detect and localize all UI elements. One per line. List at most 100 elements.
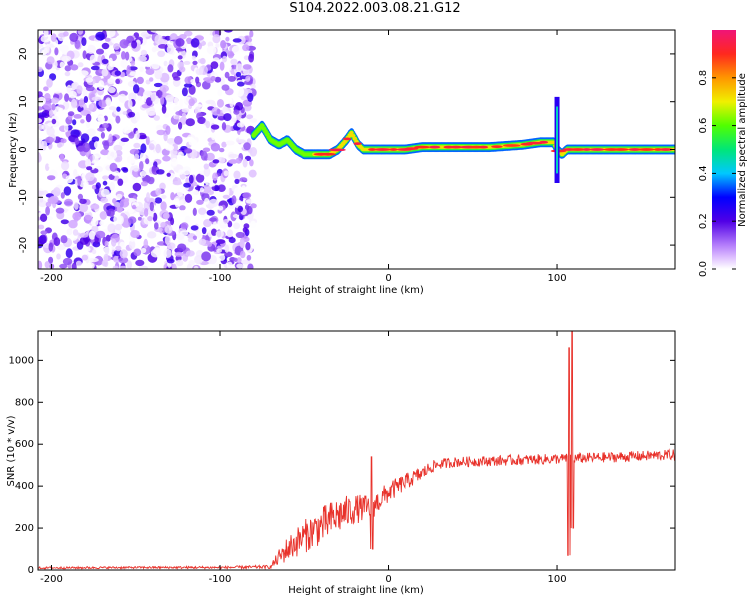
noise-speckle bbox=[224, 30, 233, 33]
noise-speckle bbox=[122, 111, 128, 115]
noise-speckle bbox=[73, 114, 82, 119]
noise-speckle bbox=[174, 251, 184, 257]
noise-speckle bbox=[159, 72, 170, 83]
noise-speckle bbox=[66, 209, 74, 217]
trace-peak bbox=[628, 148, 642, 151]
noise-speckle bbox=[46, 78, 53, 88]
trace-peak bbox=[526, 141, 544, 145]
noise-speckle bbox=[99, 220, 104, 226]
noise-speckle bbox=[199, 187, 205, 193]
noise-speckle bbox=[178, 169, 184, 175]
noise-speckle bbox=[149, 77, 154, 82]
noise-speckle bbox=[107, 223, 116, 233]
noise-speckle bbox=[102, 122, 109, 129]
noise-speckle bbox=[91, 184, 97, 190]
noise-speckle bbox=[194, 255, 203, 265]
trace-peak bbox=[342, 137, 352, 141]
noise-speckle bbox=[106, 155, 113, 160]
noise-speckle bbox=[175, 259, 184, 267]
noise-speckle bbox=[79, 203, 89, 213]
noise-speckle bbox=[180, 230, 189, 237]
noise-speckle bbox=[105, 97, 112, 106]
noise-speckle bbox=[64, 65, 72, 72]
noise-speckle bbox=[63, 198, 74, 207]
noise-speckle bbox=[61, 55, 72, 62]
trace-inner bbox=[263, 129, 268, 134]
noise-speckle bbox=[39, 234, 47, 245]
trace-peak bbox=[638, 148, 655, 151]
noise-speckle bbox=[223, 170, 229, 177]
noise-speckle bbox=[137, 216, 142, 221]
noise-speckle bbox=[88, 230, 96, 240]
noise-speckle bbox=[195, 230, 202, 239]
noise-speckle bbox=[241, 185, 247, 193]
noise-speckle bbox=[102, 180, 108, 186]
noise-speckle bbox=[236, 257, 242, 264]
noise-speckle bbox=[211, 133, 216, 141]
noise-speckle bbox=[85, 44, 96, 54]
noise-speckle bbox=[233, 109, 240, 115]
noise-speckle bbox=[72, 212, 82, 221]
noise-speckle bbox=[243, 142, 251, 151]
noise-speckle bbox=[192, 235, 197, 241]
noise-speckle bbox=[140, 143, 147, 154]
noise-speckle bbox=[243, 55, 250, 60]
noise-speckle bbox=[183, 60, 191, 65]
colorbar-tick-label: 0.2 bbox=[698, 213, 709, 229]
noise-speckle bbox=[119, 39, 129, 49]
noise-speckle bbox=[74, 39, 81, 49]
noise-speckle bbox=[178, 121, 183, 130]
noise-speckle bbox=[59, 61, 65, 69]
colorbar-tick-label: 0.0 bbox=[698, 261, 709, 277]
noise-speckle bbox=[88, 104, 94, 111]
noise-speckle bbox=[95, 31, 105, 41]
noise-speckle bbox=[80, 119, 85, 124]
noise-speckle bbox=[172, 143, 178, 152]
colorbar-tick-label: 0.8 bbox=[698, 70, 709, 86]
noise-speckle bbox=[128, 208, 135, 214]
noise-speckle bbox=[116, 193, 123, 200]
noise-speckle bbox=[51, 118, 57, 125]
noise-speckle bbox=[248, 53, 255, 63]
noise-speckle bbox=[195, 76, 200, 84]
noise-speckle bbox=[148, 143, 155, 151]
noise-speckle bbox=[181, 108, 190, 113]
noise-speckle bbox=[215, 43, 220, 48]
noise-speckle bbox=[59, 44, 69, 53]
noise-speckle bbox=[56, 253, 61, 260]
noise-speckle bbox=[192, 60, 198, 65]
noise-speckle bbox=[186, 263, 192, 269]
noise-speckle bbox=[239, 177, 248, 183]
noise-speckle bbox=[227, 50, 234, 59]
noise-speckle bbox=[101, 42, 110, 50]
noise-speckle bbox=[205, 152, 215, 161]
noise-speckle bbox=[236, 122, 245, 128]
noise-speckle bbox=[81, 37, 87, 46]
y-tick-label: 400 bbox=[15, 481, 34, 492]
noise-speckle bbox=[100, 188, 110, 198]
noise-speckle bbox=[109, 181, 115, 191]
y-tick-label: 800 bbox=[15, 397, 34, 408]
noise-speckle bbox=[108, 106, 117, 111]
noise-speckle bbox=[139, 66, 144, 73]
noise-speckle bbox=[124, 51, 130, 61]
noise-speckle bbox=[132, 165, 139, 172]
noise-speckle bbox=[231, 195, 237, 205]
noise-speckle bbox=[206, 45, 217, 55]
noise-speckle bbox=[250, 203, 257, 209]
x-tick-label: -200 bbox=[40, 273, 63, 284]
trace-peak bbox=[582, 148, 591, 151]
noise-speckle bbox=[135, 130, 140, 141]
noise-speckle bbox=[38, 112, 48, 118]
noise-speckle bbox=[49, 73, 57, 81]
noise-speckle bbox=[82, 142, 91, 153]
noise-speckle bbox=[144, 91, 153, 96]
trace-peak bbox=[658, 148, 673, 151]
figure-title: S104.2022.003.08.21.G12 bbox=[289, 1, 461, 16]
noise-speckle bbox=[104, 240, 109, 247]
noise-speckle bbox=[179, 34, 187, 40]
noise-speckle bbox=[152, 212, 158, 222]
noise-speckle bbox=[212, 172, 218, 181]
noise-speckle bbox=[75, 260, 82, 267]
noise-speckle bbox=[112, 265, 119, 269]
